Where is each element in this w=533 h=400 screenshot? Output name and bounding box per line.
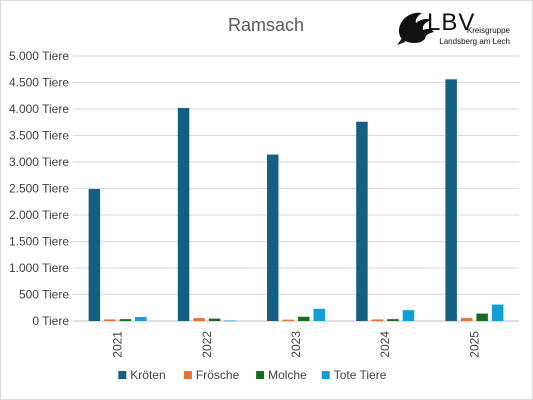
bars (88, 79, 504, 322)
bar-frösche-2023 (282, 319, 294, 321)
bar-molche-2023 (298, 316, 310, 321)
bar-frösche-2022 (193, 318, 205, 321)
x-tick-label: 2021 (111, 331, 125, 358)
legend-swatch (256, 371, 265, 379)
y-tick-label: 1.500 Tiere (9, 235, 69, 249)
x-tick-label: 2025 (467, 331, 481, 358)
bar-tote-tiere-2024 (402, 310, 415, 321)
bar-kröten-2022 (177, 107, 190, 321)
x-tick-label: 2023 (289, 331, 303, 358)
x-axis-ticks: 2021 2022 2023 2024 2025 (111, 331, 482, 358)
legend-label: Molche (268, 368, 307, 382)
legend-label: Kröten (130, 368, 165, 382)
y-tick-label: 2.000 Tiere (9, 208, 69, 222)
y-tick-label: 0 Tiere (32, 314, 69, 328)
bar-tote-tiere-2022 (224, 320, 236, 322)
bar-molche-2024 (387, 319, 399, 321)
bar-tote-tiere-2021 (135, 317, 147, 321)
x-tick-label: 2022 (200, 331, 214, 358)
y-tick-label: 4.500 Tiere (9, 76, 69, 90)
bird-silhouette-icon (397, 12, 434, 45)
y-tick-label: 2.500 Tiere (9, 182, 69, 196)
lbv-logo: LBV Kreisgruppe Landsberg am Lech (397, 9, 511, 46)
y-tick-label: 3.500 Tiere (9, 129, 69, 143)
y-tick-label: 500 Tiere (19, 288, 69, 302)
bar-kröten-2025 (445, 79, 457, 321)
bar-tote-tiere-2023 (313, 308, 325, 321)
bar-kröten-2023 (267, 154, 279, 321)
x-tick-label: 2024 (378, 331, 392, 358)
y-tick-label: 5.000 Tiere (9, 49, 69, 63)
y-axis-ticks: 0 Tiere 500 Tiere 1.000 Tiere 1.500 Tiere 2.… (9, 49, 69, 328)
legend-label: Frösche (196, 368, 240, 382)
bar-frösche-2021 (104, 319, 116, 321)
chart-title: Ramsach (228, 15, 304, 35)
bar-tote-tiere-2025 (491, 304, 504, 321)
legend-swatch (183, 371, 192, 379)
legend: Kröten Frösche Molche Tote Tiere (118, 368, 387, 382)
legend-swatch (118, 371, 127, 379)
logo-subtitle-2: Landsberg am Lech (439, 37, 510, 46)
bar-molche-2021 (119, 319, 132, 321)
y-tick-label: 1.000 Tiere (9, 261, 69, 275)
logo-subtitle-1: Kreisgruppe (467, 26, 511, 35)
bar-kröten-2024 (356, 121, 368, 321)
legend-label: Tote Tiere (334, 368, 387, 382)
legend-swatch (321, 371, 330, 379)
y-tick-label: 3.000 Tiere (9, 155, 69, 169)
bar-frösche-2025 (460, 318, 473, 321)
bar-molche-2025 (476, 313, 488, 321)
bar-frösche-2024 (371, 319, 384, 321)
logo-text: LBV (427, 9, 475, 36)
bar-molche-2022 (208, 318, 221, 321)
bar-kröten-2021 (88, 189, 101, 321)
y-tick-label: 4.000 Tiere (9, 102, 69, 116)
grid-lines (73, 55, 519, 322)
